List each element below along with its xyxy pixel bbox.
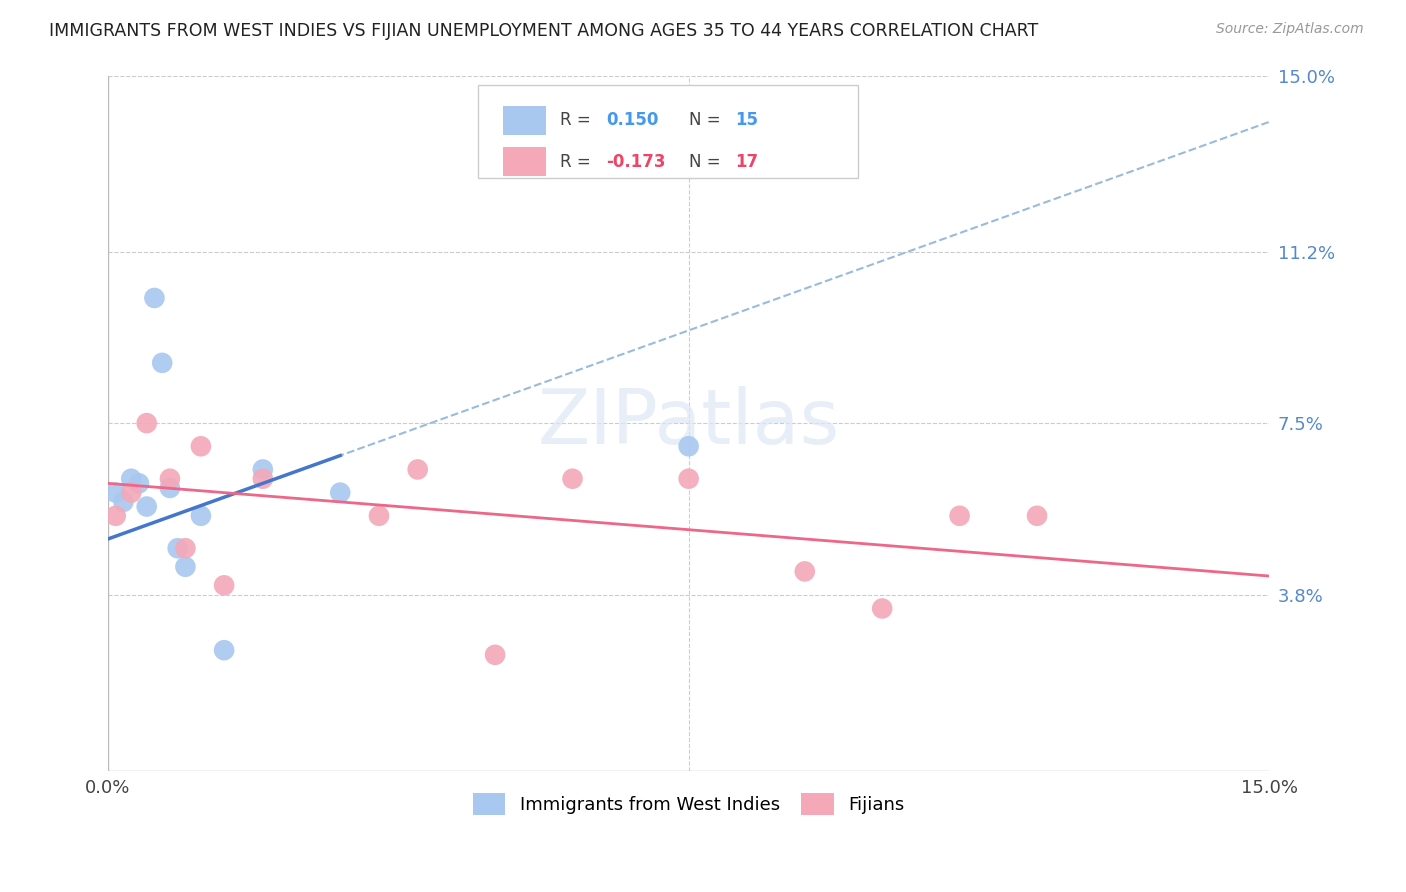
- Text: 0.150: 0.150: [606, 112, 658, 129]
- Text: ZIPatlas: ZIPatlas: [537, 386, 839, 460]
- Point: [678, 472, 700, 486]
- Point: [212, 578, 235, 592]
- Point: [329, 485, 352, 500]
- Point: [104, 485, 127, 500]
- Point: [143, 291, 166, 305]
- Point: [174, 559, 197, 574]
- Text: R =: R =: [560, 112, 596, 129]
- Point: [212, 643, 235, 657]
- Point: [150, 356, 173, 370]
- Text: IMMIGRANTS FROM WEST INDIES VS FIJIAN UNEMPLOYMENT AMONG AGES 35 TO 44 YEARS COR: IMMIGRANTS FROM WEST INDIES VS FIJIAN UN…: [49, 22, 1039, 40]
- Legend: Immigrants from West Indies, Fijians: Immigrants from West Indies, Fijians: [464, 784, 914, 824]
- Point: [1026, 508, 1049, 523]
- Point: [870, 601, 893, 615]
- Point: [484, 648, 506, 662]
- Point: [159, 472, 181, 486]
- Point: [252, 462, 274, 476]
- Text: Source: ZipAtlas.com: Source: ZipAtlas.com: [1216, 22, 1364, 37]
- Point: [561, 472, 583, 486]
- Text: N =: N =: [689, 112, 725, 129]
- Point: [678, 439, 700, 453]
- Point: [135, 416, 157, 430]
- Text: 15: 15: [735, 112, 758, 129]
- Text: N =: N =: [689, 153, 725, 170]
- Text: 17: 17: [735, 153, 758, 170]
- Point: [190, 439, 212, 453]
- Point: [120, 472, 142, 486]
- Point: [252, 472, 274, 486]
- Point: [104, 508, 127, 523]
- Text: R =: R =: [560, 153, 596, 170]
- Point: [128, 476, 150, 491]
- Point: [174, 541, 197, 556]
- Point: [166, 541, 188, 556]
- Point: [135, 500, 157, 514]
- Point: [190, 508, 212, 523]
- Point: [112, 495, 135, 509]
- Text: -0.173: -0.173: [606, 153, 665, 170]
- Point: [368, 508, 391, 523]
- Point: [120, 485, 142, 500]
- Point: [406, 462, 429, 476]
- Point: [949, 508, 972, 523]
- Point: [793, 565, 815, 579]
- Point: [159, 481, 181, 495]
